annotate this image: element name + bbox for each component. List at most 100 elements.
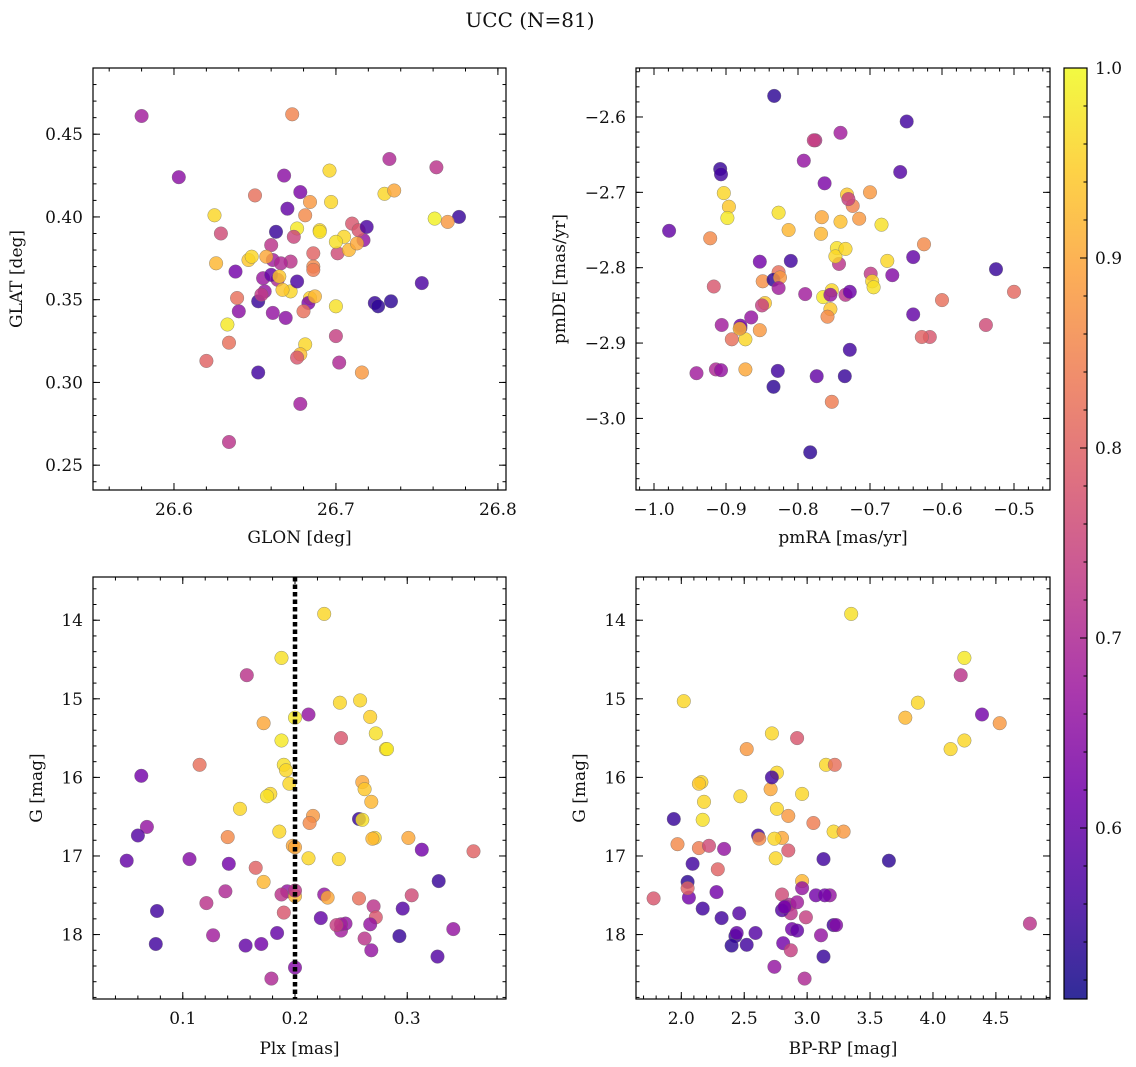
scatter-point [313,911,328,926]
x-tick-label: 0.1 [169,1009,196,1029]
scatter-point [317,606,332,621]
scatter-point [364,794,379,809]
scatter-point [827,757,842,772]
scatter-point [379,742,395,757]
scatter-point [695,812,710,827]
scatter-point [748,925,763,941]
x-tick-label: 3.5 [857,1009,884,1029]
scatter-point [798,287,813,302]
scatter-point [274,650,289,665]
x-tick-label: −0.8 [777,500,818,520]
scatter-point [272,824,287,839]
scatter-point [320,890,335,905]
scatter-point [355,812,370,827]
scatter-point [363,709,378,724]
scatter-point [324,194,339,210]
glon-glat-panel: 26.6 26.7 26.8 0.25 0.30 0.35 0.40 0.45 GLON [de… [7,67,517,548]
y-axis-label: G [mag] [570,753,590,822]
figure-title: UCC (N=81) [465,8,594,32]
scatter-point [301,707,316,722]
scatter-point [670,837,685,852]
scatter-point [767,88,782,103]
x-axis-label: GLON [deg] [247,528,351,548]
scatter-point [823,287,838,302]
scatter-point [209,256,224,271]
scatter-point [349,236,365,251]
scatter-point [363,917,378,932]
scatter-point [796,153,811,168]
scatter-point [795,786,810,801]
scatter-point [914,329,929,345]
scatter-point [220,317,235,332]
scatter-point [290,274,305,289]
x-tick-label: 0.3 [394,1009,421,1029]
scatter-point [414,276,429,291]
scatter-point [431,874,446,889]
scatter-point [781,843,796,858]
scatter-point [716,186,731,201]
scatter-point [199,896,214,911]
scatter-point [149,903,165,919]
x-tick-label: 26.7 [317,500,355,520]
scatter-point [768,851,783,866]
scatter-point [842,284,857,299]
scatter-point [274,887,289,902]
x-axis-label: pmRA [mas/yr] [778,528,907,548]
scatter-point [714,317,729,333]
scatter-point [739,742,754,757]
scatter-point [691,776,706,791]
colorbar-tick-label: 0.9 [1095,249,1122,269]
scatter-point [134,768,149,783]
scatter-point [230,290,245,306]
scatter-point [232,801,248,816]
scatter-point [833,214,848,229]
y-tick-label: 0.40 [45,208,83,228]
y-tick-label: 17 [604,847,626,867]
scatter-point [803,445,818,460]
scatter-point [770,363,785,378]
x-tick-label: 4.0 [919,1009,946,1029]
scatter-point [264,971,279,986]
scatter-point [754,298,770,313]
scatter-point [395,901,410,916]
scatter-point [714,911,729,926]
scatter-point [329,918,344,933]
y-axis-label: G [mag] [27,753,47,822]
pmra-pmde-panel: −1.0 −0.9 −0.8 −0.7 −0.6 −0.5 −3.0 −2.9 −2.8 −2.7… [550,67,1051,548]
scatter-point [685,856,700,871]
scatter-point [906,250,921,265]
scatter-point [781,222,796,238]
scatter-point [364,943,379,958]
scatter-point [293,396,308,411]
colorbar-tick-label: 0.7 [1095,629,1122,649]
scatter-point [287,710,303,725]
scatter-point [696,794,712,809]
y-tick-label: 16 [604,768,626,788]
scatter-point [268,224,284,239]
scatter-point [837,369,852,384]
scatter-point [817,888,832,903]
scatter-point [790,731,805,746]
scatter-point [333,731,349,746]
scatter-point [328,299,343,314]
scatter-point [192,757,207,772]
scatter-point [280,201,295,216]
scatter-point [769,801,784,816]
scatter-point [332,695,347,710]
scatter-point [357,931,372,946]
scatter-point [1006,284,1022,299]
scatter-point [703,231,718,246]
scatter-point [254,287,269,302]
scatter-point [732,906,747,921]
scatter-point [351,891,367,906]
scatter-point [828,249,843,264]
scatter-point [274,733,289,748]
scatter-point [206,928,221,943]
y-tick-label: 0.45 [45,125,83,145]
scatter-point [306,246,321,261]
scatter-point [842,342,857,357]
scatter-point [844,606,859,621]
scatter-point [429,160,444,175]
scatter-point [992,716,1007,731]
scatter-point [797,971,812,986]
